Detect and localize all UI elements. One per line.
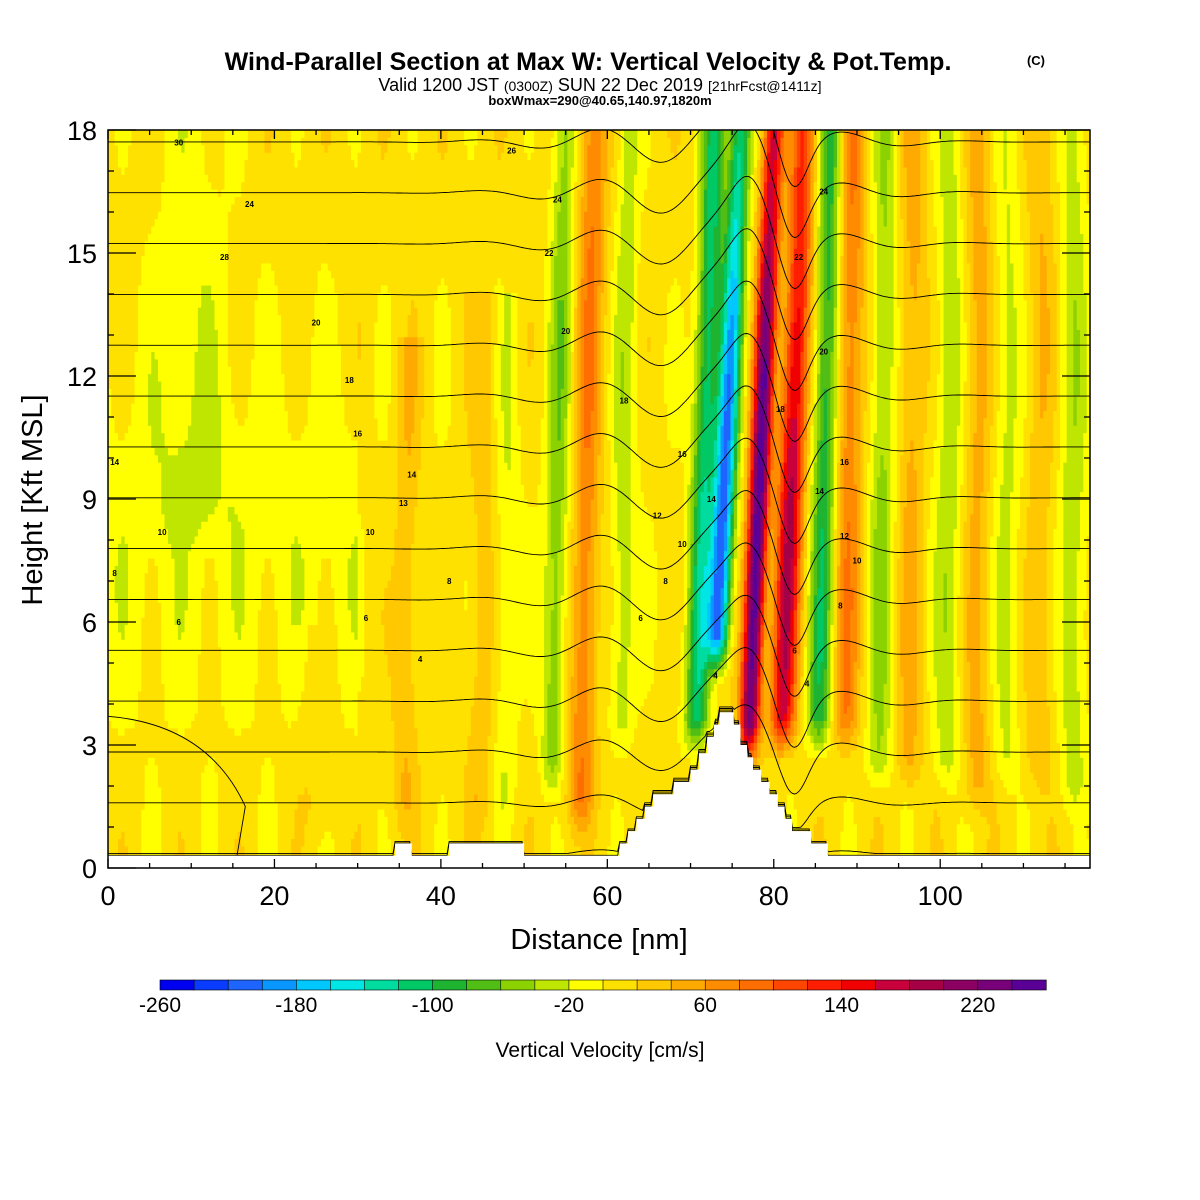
contour-label: 26 <box>506 147 518 156</box>
y-tick-label: 9 <box>82 485 97 515</box>
colorbar-bin <box>262 980 296 990</box>
colorbar-bin <box>842 980 876 990</box>
contour-label: 18 <box>774 405 786 414</box>
contour-label: 14 <box>814 487 826 496</box>
colorbar-tick-label: 220 <box>960 994 995 1017</box>
colorbar-bin <box>1012 980 1046 990</box>
contour-label: 12 <box>651 511 663 520</box>
contour-label: 18 <box>343 376 355 385</box>
colorbar-bin <box>364 980 398 990</box>
valid-date: SUN 22 Dec 2019 <box>558 75 703 95</box>
y-axis-label: Height [Kft MSL] <box>17 394 49 605</box>
contour-label: 24 <box>818 188 830 197</box>
contour-label: 14 <box>406 470 418 479</box>
valid-time-line: Valid 1200 JST (0300Z) SUN 22 Dec 2019 [… <box>378 75 821 95</box>
x-tick-label: 20 <box>259 881 289 911</box>
colorbar-bin <box>637 980 671 990</box>
colorbar-bin <box>978 980 1012 990</box>
colorbar-bin <box>876 980 910 990</box>
contour-label: 24 <box>551 196 563 205</box>
colorbar-tick-labels: -260 -180 -100 -20 60 140 220 <box>139 994 995 1017</box>
contour-label: 20 <box>818 347 830 356</box>
colorbar-bin <box>603 980 637 990</box>
contour-label: 10 <box>156 528 168 537</box>
contour-label: 10 <box>676 540 688 549</box>
x-tick-label: 0 <box>100 881 115 911</box>
contour-label: 20 <box>560 327 572 336</box>
contour-label: 14 <box>705 495 717 504</box>
y-tick-label: 3 <box>82 731 97 761</box>
forecast-info: [21hrFcst@1411z] <box>708 78 822 94</box>
plot-area: 8101463024282018161061413842624222018161… <box>108 111 1091 869</box>
y-tick-label: 6 <box>82 608 97 638</box>
valid-prefix: Valid 1200 JST <box>378 75 499 95</box>
y-tick-label: 12 <box>67 362 97 392</box>
copyright-mark: (C) <box>1027 53 1045 68</box>
colorbar-bin <box>467 980 501 990</box>
colorbar-bin <box>433 980 467 990</box>
contour-label: 10 <box>851 557 863 566</box>
colorbar-bin <box>569 980 603 990</box>
colorbar-tick-label: -260 <box>139 994 181 1017</box>
chart-title: Wind-Parallel Section at Max W: Vertical… <box>225 48 952 76</box>
x-tick-label: 40 <box>426 881 456 911</box>
colorbar-tick-label: -20 <box>554 994 584 1017</box>
colorbar-bin <box>330 980 364 990</box>
colorbar-bin <box>671 980 705 990</box>
svg-text:Valid 1200 JST (0300Z): Valid 1200 JST (0300Z) SUN 22 Dec 2019 [… <box>378 75 821 95</box>
colorbar-bin <box>160 980 194 990</box>
boxmax-subtitle: boxWmax=290@40.65,140.97,1820m <box>488 93 711 108</box>
colorbar-label: Vertical Velocity [cm/s] <box>496 1039 705 1062</box>
y-tick-label: 15 <box>67 239 97 269</box>
contour-label: 16 <box>676 450 688 459</box>
colorbar-bin <box>296 980 330 990</box>
contour-label: 22 <box>543 249 555 258</box>
x-tick-label: 80 <box>759 881 789 911</box>
colorbar-tick-label: 60 <box>694 994 717 1017</box>
colorbar-bin <box>910 980 944 990</box>
colorbar <box>160 980 1046 990</box>
contour-label: 14 <box>109 458 121 467</box>
colorbar-bin <box>739 980 773 990</box>
colorbar-bin <box>501 980 535 990</box>
colorbar-bin <box>535 980 569 990</box>
colorbar-tick-label: -100 <box>412 994 454 1017</box>
contour-label: 22 <box>793 253 805 262</box>
contour-label: 10 <box>364 528 376 537</box>
colorbar-tick-label: 140 <box>824 994 859 1017</box>
x-tick-label: 100 <box>918 881 963 911</box>
contour-label: 16 <box>352 429 364 438</box>
colorbar-bin <box>228 980 262 990</box>
contour-label: 28 <box>219 253 231 262</box>
contour-label: 16 <box>839 458 851 467</box>
valid-utc: (0300Z) <box>504 78 553 94</box>
contour-label: 30 <box>173 138 185 147</box>
contour-label: 20 <box>310 319 322 328</box>
contour-label: 13 <box>397 499 409 508</box>
colorbar-bin <box>399 980 433 990</box>
x-axis-label: Distance [nm] <box>510 924 687 956</box>
colorbar-bin <box>773 980 807 990</box>
y-tick-label: 0 <box>82 854 97 884</box>
colorbar-bin <box>194 980 228 990</box>
y-tick-label: 18 <box>67 116 97 146</box>
cross-section-figure: Wind-Parallel Section at Max W: Vertical… <box>0 0 1200 1200</box>
vertical-velocity-field <box>108 123 1091 869</box>
colorbar-bin <box>705 980 739 990</box>
x-tick-label: 60 <box>592 881 622 911</box>
contour-label: 18 <box>618 397 630 406</box>
colorbar-bin <box>944 980 978 990</box>
colorbar-bin <box>807 980 841 990</box>
contour-label: 24 <box>243 200 255 209</box>
contour-label: 12 <box>839 532 851 541</box>
colorbar-tick-label: -180 <box>275 994 317 1017</box>
